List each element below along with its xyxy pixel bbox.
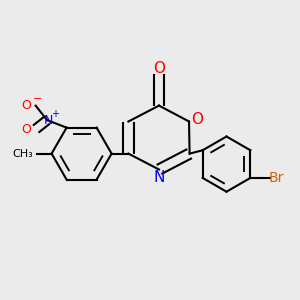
- Text: O: O: [21, 123, 31, 136]
- Text: −: −: [32, 94, 42, 104]
- Text: N: N: [44, 114, 53, 127]
- Text: CH₃: CH₃: [13, 148, 34, 159]
- Text: O: O: [191, 112, 203, 128]
- Text: N: N: [153, 170, 165, 185]
- Text: +: +: [51, 109, 58, 118]
- Text: O: O: [21, 99, 31, 112]
- Text: O: O: [153, 61, 165, 76]
- Text: Br: Br: [269, 171, 284, 185]
